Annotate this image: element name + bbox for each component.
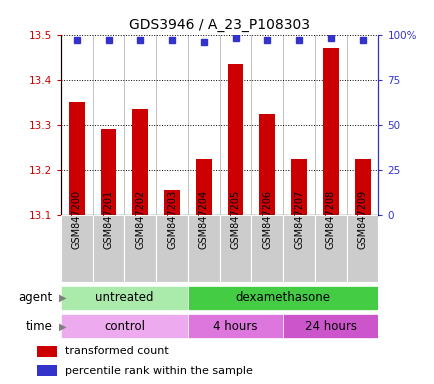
Text: GSM847205: GSM847205: [230, 189, 240, 249]
Bar: [164, 190, 180, 215]
Text: dexamethasone: dexamethasone: [235, 291, 330, 304]
Text: GSM847206: GSM847206: [262, 190, 272, 249]
Bar: [37, 365, 57, 376]
Bar: [259, 114, 275, 215]
Bar: [187, 286, 378, 310]
Bar: [156, 215, 187, 282]
Bar: [346, 215, 378, 282]
Text: agent: agent: [18, 291, 52, 304]
Bar: [283, 314, 378, 339]
Bar: [187, 314, 283, 339]
Text: time: time: [25, 320, 52, 333]
Text: GSM847201: GSM847201: [103, 190, 113, 249]
Text: ▶: ▶: [59, 321, 66, 331]
Bar: [69, 102, 85, 215]
Bar: [61, 286, 187, 310]
Bar: [61, 215, 92, 282]
Bar: [354, 159, 370, 215]
Bar: [195, 159, 211, 215]
Bar: [290, 159, 306, 215]
Text: ▶: ▶: [59, 293, 66, 303]
Bar: [37, 346, 57, 357]
Text: GSM847202: GSM847202: [135, 189, 145, 249]
Text: control: control: [104, 320, 145, 333]
Bar: [187, 215, 219, 282]
Text: GSM847207: GSM847207: [293, 189, 303, 249]
Bar: [314, 215, 346, 282]
Bar: [61, 314, 187, 339]
Text: untreated: untreated: [95, 291, 153, 304]
Bar: [100, 129, 116, 215]
Bar: [132, 109, 148, 215]
Bar: [92, 215, 124, 282]
Bar: [227, 64, 243, 215]
Text: GSM847200: GSM847200: [72, 190, 82, 249]
Text: GSM847204: GSM847204: [198, 190, 208, 249]
Text: GSM847208: GSM847208: [325, 190, 335, 249]
Text: GSM847203: GSM847203: [167, 190, 177, 249]
Bar: [322, 48, 338, 215]
Bar: [283, 215, 314, 282]
Title: GDS3946 / A_23_P108303: GDS3946 / A_23_P108303: [129, 18, 309, 32]
Bar: [219, 215, 251, 282]
Bar: [124, 215, 156, 282]
Bar: [251, 215, 283, 282]
Text: transformed count: transformed count: [65, 346, 168, 356]
Text: 4 hours: 4 hours: [213, 320, 257, 333]
Text: percentile rank within the sample: percentile rank within the sample: [65, 366, 252, 376]
Text: 24 hours: 24 hours: [304, 320, 356, 333]
Text: GSM847209: GSM847209: [357, 190, 367, 249]
